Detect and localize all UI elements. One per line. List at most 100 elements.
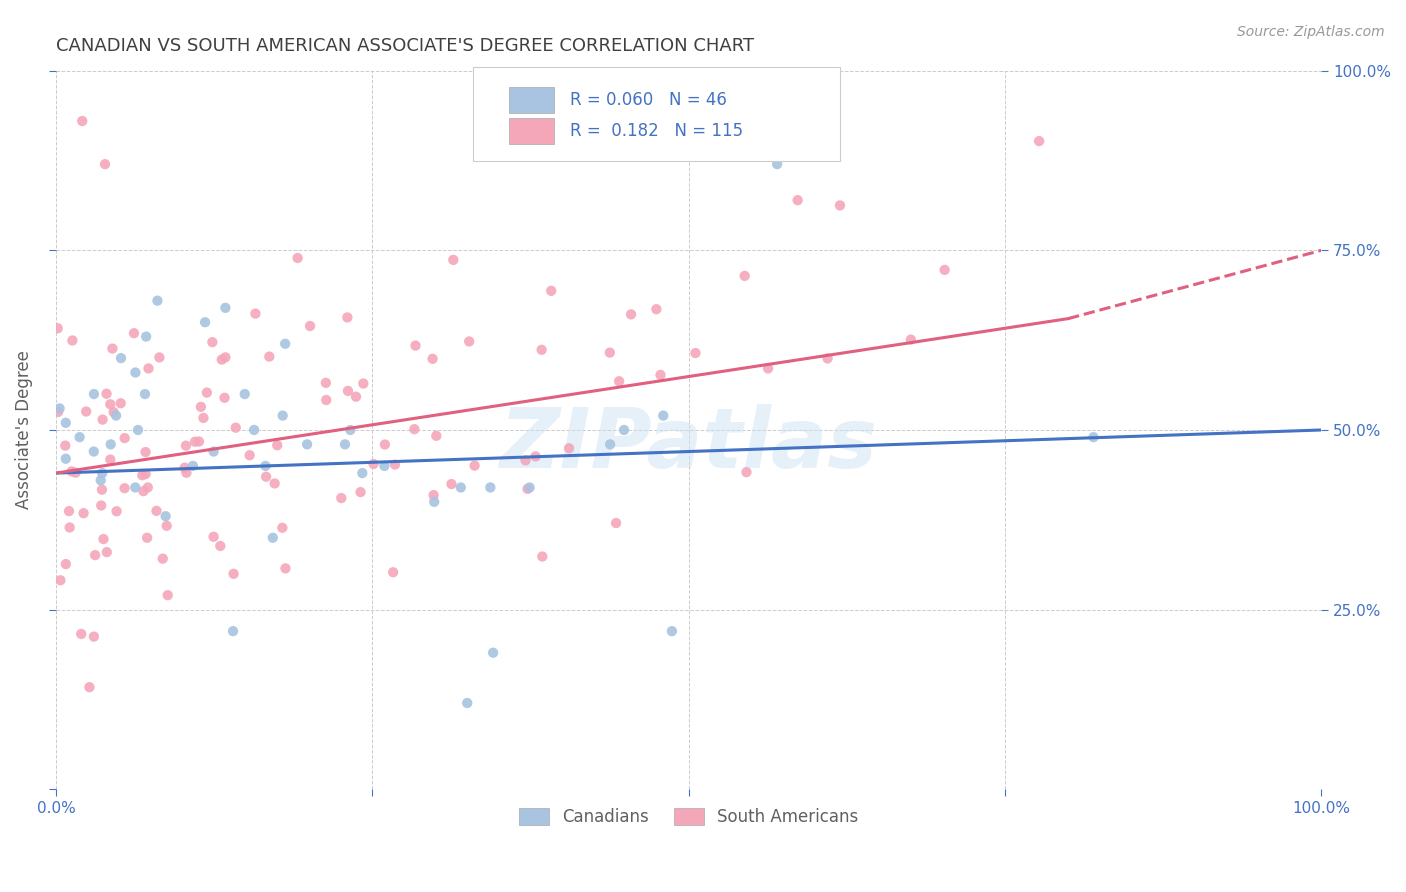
Point <box>652 409 675 423</box>
FancyBboxPatch shape <box>474 67 841 161</box>
Point <box>817 351 839 366</box>
Point <box>599 437 621 451</box>
Point <box>274 561 297 575</box>
Point <box>103 405 125 419</box>
Bar <box>509 87 554 112</box>
Point <box>214 351 236 365</box>
Point <box>422 351 444 366</box>
Point <box>79 680 101 694</box>
Point <box>766 157 789 171</box>
Point <box>105 504 128 518</box>
Point <box>91 466 114 480</box>
Point <box>239 448 262 462</box>
Point <box>374 437 396 451</box>
Point <box>98 452 121 467</box>
Point <box>124 366 146 380</box>
Point <box>60 334 83 348</box>
Point <box>524 450 547 464</box>
Point <box>456 696 478 710</box>
Point <box>152 551 174 566</box>
Point <box>135 329 157 343</box>
Point <box>46 405 69 419</box>
Point <box>145 504 167 518</box>
Point <box>339 423 361 437</box>
Point <box>55 557 77 571</box>
Point <box>48 401 70 416</box>
Point <box>195 385 218 400</box>
Point <box>83 444 105 458</box>
Point <box>146 293 169 308</box>
Point <box>176 466 198 480</box>
Point <box>450 480 472 494</box>
Point <box>384 458 406 472</box>
Point <box>174 439 197 453</box>
Point <box>423 495 446 509</box>
Point <box>259 350 281 364</box>
Point <box>181 458 204 473</box>
Point <box>124 480 146 494</box>
Point <box>134 387 156 401</box>
Point <box>540 284 562 298</box>
Point <box>214 301 236 315</box>
Point <box>58 504 80 518</box>
Point <box>110 351 132 365</box>
Point <box>607 374 630 388</box>
Point <box>136 480 159 494</box>
Point <box>685 346 707 360</box>
Point <box>531 549 554 564</box>
Point <box>333 437 356 451</box>
Point <box>530 343 553 357</box>
Point <box>70 114 93 128</box>
Point <box>96 545 118 559</box>
Y-axis label: Associate's Degree: Associate's Degree <box>15 351 32 509</box>
Point <box>75 404 97 418</box>
Point <box>49 574 72 588</box>
Point <box>101 342 124 356</box>
Point <box>373 458 395 473</box>
Point <box>262 531 284 545</box>
Point <box>519 480 541 494</box>
Point <box>405 338 427 352</box>
Point <box>479 480 502 494</box>
Point <box>425 429 447 443</box>
Point <box>613 423 636 437</box>
Point <box>605 516 627 530</box>
Point <box>1083 430 1105 444</box>
Point <box>90 473 112 487</box>
Point <box>352 466 374 480</box>
Point <box>214 391 236 405</box>
Point <box>202 444 225 458</box>
Point <box>132 484 155 499</box>
Point <box>114 481 136 495</box>
Point <box>136 531 159 545</box>
Point <box>225 420 247 434</box>
Point <box>271 521 294 535</box>
Point <box>122 326 145 341</box>
Point <box>94 157 117 171</box>
Point <box>155 509 177 524</box>
Point <box>336 384 359 398</box>
Point <box>55 416 77 430</box>
Point <box>441 252 464 267</box>
Point <box>516 482 538 496</box>
Point <box>464 458 486 473</box>
Point <box>91 412 114 426</box>
Point <box>70 627 93 641</box>
Point <box>84 548 107 562</box>
Point <box>482 646 505 660</box>
Point <box>1028 134 1050 148</box>
Point <box>190 400 212 414</box>
Point <box>90 499 112 513</box>
Text: CANADIAN VS SOUTH AMERICAN ASSOCIATE'S DEGREE CORRELATION CHART: CANADIAN VS SOUTH AMERICAN ASSOCIATE'S D… <box>56 37 754 55</box>
Point <box>60 464 83 478</box>
Point <box>558 442 581 456</box>
Point <box>330 491 353 505</box>
Point <box>735 465 758 479</box>
Point <box>114 431 136 445</box>
Point <box>91 483 114 497</box>
Point <box>138 361 160 376</box>
Point <box>315 392 337 407</box>
Point <box>53 439 76 453</box>
Point <box>222 624 245 639</box>
Point <box>83 387 105 401</box>
